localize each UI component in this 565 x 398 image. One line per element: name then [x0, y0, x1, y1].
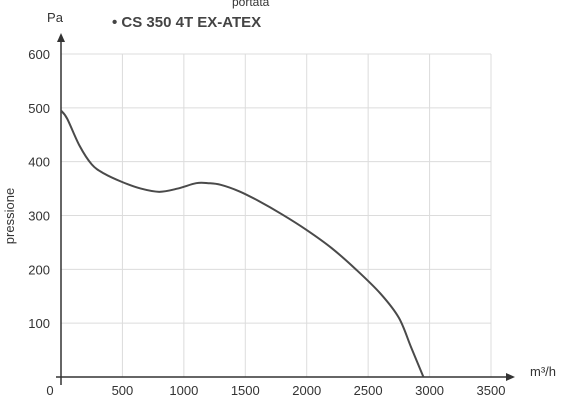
axes — [56, 33, 515, 385]
series-line — [60, 109, 425, 378]
y-tick-label: 400 — [28, 155, 50, 170]
y-axis-title: pressione — [2, 188, 17, 244]
series-layer — [60, 109, 425, 378]
chart-title: • CS 350 4T EX-ATEX — [112, 14, 261, 31]
x-tick-label: 1000 — [169, 383, 198, 398]
x-unit-label: m³/h — [530, 364, 556, 379]
x-tick-label: 3000 — [415, 383, 444, 398]
x-tick-label: 0 — [46, 383, 53, 398]
y-tick-label: 600 — [28, 47, 50, 62]
y-unit-label: Pa — [47, 10, 64, 25]
top-label: portata — [232, 0, 270, 9]
x-tick-label: 3500 — [477, 383, 506, 398]
x-axis-arrow — [506, 373, 515, 381]
y-axis-arrow — [57, 33, 65, 42]
y-tick-label: 200 — [28, 262, 50, 277]
y-tick-label: 300 — [28, 209, 50, 224]
x-tick-labels: 0 500 1000 1500 2000 2500 3000 3500 — [46, 383, 505, 398]
grid — [61, 53, 492, 377]
x-tick-label: 2000 — [292, 383, 321, 398]
y-tick-labels: 100 200 300 400 500 600 — [28, 47, 50, 331]
y-tick-label: 100 — [28, 316, 50, 331]
x-tick-label: 2500 — [354, 383, 383, 398]
y-tick-label: 500 — [28, 101, 50, 116]
x-tick-label: 500 — [112, 383, 134, 398]
x-tick-label: 1500 — [231, 383, 260, 398]
